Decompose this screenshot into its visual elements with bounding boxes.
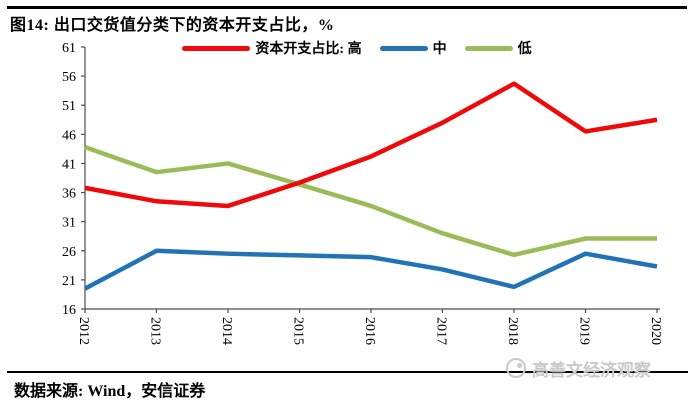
x-tick-label: 2012 (76, 317, 91, 345)
series-line-mid (83, 248, 658, 291)
y-tick-label: 21 (62, 274, 76, 289)
bottom-divider (7, 371, 688, 373)
legend-swatch-mid (379, 45, 428, 51)
chart-area: 16 21 26 31 36 41 46 51 56 61 2012 2013 2014 2015 2016… (0, 34, 693, 369)
legend-label-mid: 中 (432, 42, 447, 57)
watermark-text: 高善文经济观察 (532, 360, 651, 380)
legend-label-low: 低 (517, 42, 532, 57)
x-tick-label: 2015 (291, 317, 306, 345)
x-tick-label: 2016 (362, 317, 377, 345)
data-source: 数据来源: Wind，安信证券 (14, 383, 206, 400)
legend-item-mid: 中 (379, 38, 447, 58)
x-tick-label: 2018 (505, 317, 520, 345)
y-tick-label: 31 (62, 216, 76, 231)
series-line-high (84, 81, 658, 209)
legend-swatch-high (182, 45, 251, 51)
series-line-low (84, 145, 657, 258)
watermark: 高善文经济观察 (506, 352, 651, 384)
legend-swatch-low (464, 45, 513, 51)
y-tick-label: 26 (62, 245, 76, 260)
y-tick-label: 41 (62, 157, 76, 172)
figure-title: 图14: 出口交货值分类下的资本开支占比，% (10, 17, 335, 34)
y-tick-label: 61 (62, 41, 76, 56)
y-tick-label: 51 (62, 99, 76, 114)
chart-legend: 资本开支占比: 高 中 低 (85, 38, 657, 58)
x-tick-label: 2017 (434, 317, 449, 345)
chart-svg: 16 21 26 31 36 41 46 51 56 61 2012 2013 2014 2015 2016… (62, 41, 663, 345)
watermark-logo-icon (506, 358, 526, 378)
y-tick-label: 36 (62, 187, 76, 202)
y-tick-label: 16 (62, 303, 76, 318)
x-tick-label: 2019 (577, 317, 592, 345)
legend-label-high: 资本开支占比: 高 (255, 42, 362, 57)
y-tick-label: 56 (62, 70, 76, 85)
top-divider (7, 6, 687, 9)
x-tick-label: 2014 (219, 317, 234, 345)
x-tick-label: 2013 (148, 317, 163, 345)
legend-item-high: 资本开支占比: 高 (182, 38, 362, 58)
legend-item-low: 低 (464, 38, 532, 58)
y-tick-label: 46 (62, 128, 76, 143)
x-tick-label: 2020 (648, 317, 663, 345)
